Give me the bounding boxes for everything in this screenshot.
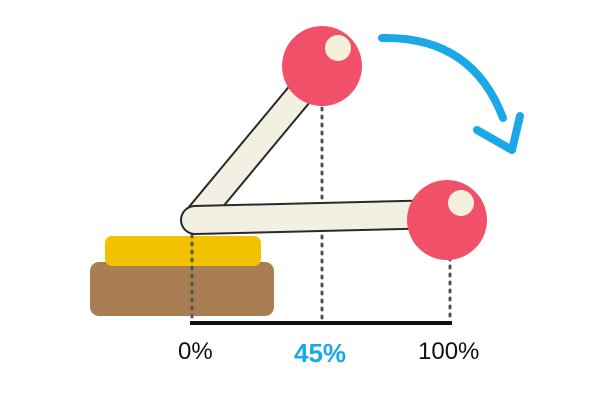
curved-arrow-icon [378, 33, 524, 154]
base-top-block [105, 236, 261, 266]
lever-arm-horizontal [180, 199, 461, 235]
base-bottom-block [90, 262, 274, 316]
knob-100 [407, 180, 487, 260]
scale-label-start: 0% [178, 338, 213, 365]
scale-label-highlighted: 45% [294, 338, 347, 368]
knob-45 [282, 26, 362, 106]
scale-label-end: 100% [418, 338, 480, 365]
